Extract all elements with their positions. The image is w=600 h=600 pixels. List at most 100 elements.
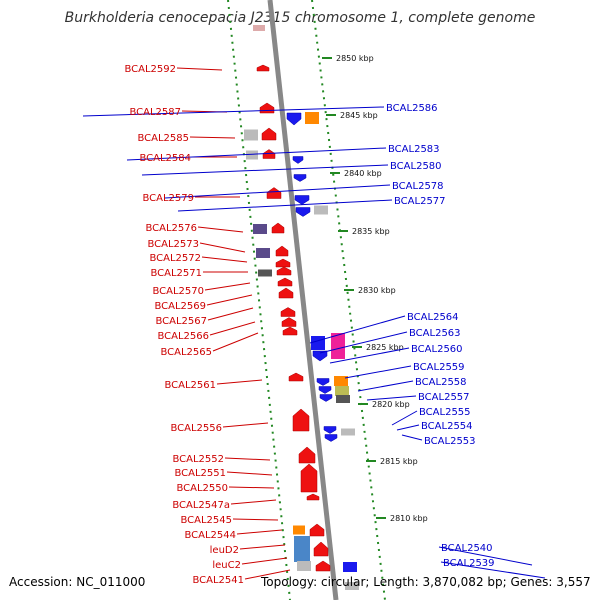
forward-gene-arrow[interactable] (298, 446, 316, 464)
scale-ticks: 2850 kbp 2845 kbp 2840 kbp 2835 kbp 2830 kbp… (322, 54, 428, 523)
gene-box[interactable] (345, 582, 359, 590)
gene-label-BCAL2583[interactable]: BCAL2583 (388, 144, 440, 155)
gene-box[interactable] (336, 395, 350, 403)
gene-label-BCAL2547a[interactable]: BCAL2547a (172, 500, 230, 511)
reverse-gene-arrow[interactable] (312, 350, 328, 362)
gene-label-BCAL2580[interactable]: BCAL2580 (390, 161, 442, 172)
gene-label-BCAL2551[interactable]: BCAL2551 (174, 468, 226, 479)
forward-gene-arrow[interactable] (292, 408, 310, 432)
gene-box[interactable] (314, 205, 328, 215)
gene-box[interactable] (294, 536, 310, 562)
leader-line (209, 321, 256, 336)
gene-box[interactable] (297, 561, 311, 571)
gene-label-BCAL2557[interactable]: BCAL2557 (418, 392, 470, 403)
gene-label-BCAL2577[interactable]: BCAL2577 (394, 196, 446, 207)
forward-gene-arrow[interactable] (306, 493, 320, 501)
gene-label-BCAL2556[interactable]: BCAL2556 (170, 423, 222, 434)
gene-label-BCAL2554[interactable]: BCAL2554 (421, 421, 473, 432)
gene-label-leuD2[interactable]: leuD2 (210, 545, 239, 556)
forward-gene-arrow[interactable] (281, 317, 297, 327)
gene-label-BCAL2561[interactable]: BCAL2561 (164, 380, 216, 391)
gene-label-BCAL2558[interactable]: BCAL2558 (415, 377, 467, 388)
gene-label-BCAL2587[interactable]: BCAL2587 (129, 107, 181, 118)
forward-gene-arrow[interactable] (313, 541, 329, 557)
track-line-0 (227, 0, 291, 600)
gene-box[interactable] (244, 129, 258, 141)
gene-label-BCAL2578[interactable]: BCAL2578 (392, 181, 444, 192)
gene-label-BCAL2584[interactable]: BCAL2584 (139, 153, 191, 164)
reverse-gene-arrow[interactable] (292, 156, 304, 164)
gene-label-BCAL2563[interactable]: BCAL2563 (409, 328, 461, 339)
gene-label-BCAL2579[interactable]: BCAL2579 (142, 193, 194, 204)
gene-label-BCAL2539[interactable]: BCAL2539 (443, 558, 495, 569)
gene-label-BCAL2541[interactable]: BCAL2541 (192, 575, 244, 586)
gene-label-BCAL2570[interactable]: BCAL2570 (152, 286, 204, 297)
gene-label-BCAL2571[interactable]: BCAL2571 (150, 268, 202, 279)
gene-box[interactable] (335, 386, 349, 396)
gene-box[interactable] (341, 428, 355, 436)
gene-label-BCAL2576[interactable]: BCAL2576 (145, 223, 197, 234)
gene-label-BCAL2564[interactable]: BCAL2564 (407, 312, 459, 323)
scale-tick-label: 2825 kbp (366, 343, 404, 352)
reverse-gene-arrow[interactable] (319, 394, 333, 402)
partial-gene[interactable] (253, 25, 265, 31)
gene-label-BCAL2572[interactable]: BCAL2572 (149, 253, 201, 264)
forward-gene-arrow[interactable] (256, 64, 270, 72)
forward-gene-arrow[interactable] (262, 149, 276, 159)
forward-gene-arrow[interactable] (315, 560, 331, 572)
scale-tick-label: 2835 kbp (352, 227, 390, 236)
reverse-gene-arrow[interactable] (295, 207, 311, 217)
gene-label-BCAL2545[interactable]: BCAL2545 (180, 515, 232, 526)
forward-gene-arrow[interactable] (300, 463, 318, 493)
reverse-gene-box[interactable] (311, 336, 325, 350)
gene-box[interactable] (256, 248, 270, 258)
gene-box[interactable] (258, 269, 272, 277)
gene-label-leuC2[interactable]: leuC2 (212, 560, 241, 571)
leader-line (366, 395, 417, 401)
gene-label-BCAL2567[interactable]: BCAL2567 (155, 316, 207, 327)
gene-box[interactable] (246, 150, 258, 160)
gene-label-BCAL2585[interactable]: BCAL2585 (137, 133, 189, 144)
forward-gene-arrow[interactable] (261, 127, 277, 141)
gene-box[interactable] (334, 376, 348, 386)
leader-line (204, 282, 251, 291)
reverse-gene-arrow[interactable] (286, 112, 302, 126)
gene-box[interactable] (253, 224, 267, 234)
reverse-gene-arrow[interactable] (293, 174, 307, 182)
reverse-gene-box[interactable] (343, 562, 357, 572)
reverse-gene-arrow[interactable] (318, 386, 332, 394)
forward-gene-arrow[interactable] (276, 266, 292, 276)
gene-box[interactable] (293, 525, 305, 535)
gene-label-BCAL2553[interactable]: BCAL2553 (424, 436, 476, 447)
reverse-gene-arrow[interactable] (323, 426, 337, 434)
gene-label-BCAL2544[interactable]: BCAL2544 (184, 530, 236, 541)
gene-box[interactable] (305, 112, 319, 124)
reverse-gene-arrow[interactable] (324, 434, 338, 442)
forward-gene-arrow[interactable] (282, 326, 298, 336)
gene-label-BCAL2552[interactable]: BCAL2552 (172, 454, 224, 465)
gene-label-BCAL2565[interactable]: BCAL2565 (160, 347, 212, 358)
forward-gene-arrow[interactable] (280, 307, 296, 317)
forward-gene-arrow[interactable] (259, 102, 275, 114)
gene-box[interactable] (331, 333, 345, 359)
gene-label-BCAL2550[interactable]: BCAL2550 (176, 483, 228, 494)
forward-gene-arrow[interactable] (277, 277, 293, 287)
gene-label-BCAL2569[interactable]: BCAL2569 (154, 301, 206, 312)
gene-label-BCAL2559[interactable]: BCAL2559 (413, 362, 465, 373)
forward-gene-arrow[interactable] (275, 258, 291, 268)
gene-label-BCAL2586[interactable]: BCAL2586 (386, 103, 438, 114)
forward-gene-arrow[interactable] (288, 372, 304, 382)
gene-label-BCAL2540[interactable]: BCAL2540 (441, 543, 493, 554)
reverse-gene-arrow[interactable] (316, 378, 330, 386)
forward-gene-arrow[interactable] (266, 187, 282, 199)
forward-gene-arrow[interactable] (271, 222, 285, 234)
forward-gene-arrow[interactable] (278, 287, 294, 299)
gene-label-BCAL2566[interactable]: BCAL2566 (157, 331, 209, 342)
gene-label-BCAL2592[interactable]: BCAL2592 (124, 64, 176, 75)
gene-label-BCAL2560[interactable]: BCAL2560 (411, 344, 463, 355)
forward-gene-arrow[interactable] (309, 523, 325, 537)
forward-gene-arrow[interactable] (275, 245, 289, 257)
gene-label-BCAL2573[interactable]: BCAL2573 (147, 239, 199, 250)
gene-label-BCAL2555[interactable]: BCAL2555 (419, 407, 471, 418)
reverse-gene-arrow[interactable] (294, 195, 310, 205)
